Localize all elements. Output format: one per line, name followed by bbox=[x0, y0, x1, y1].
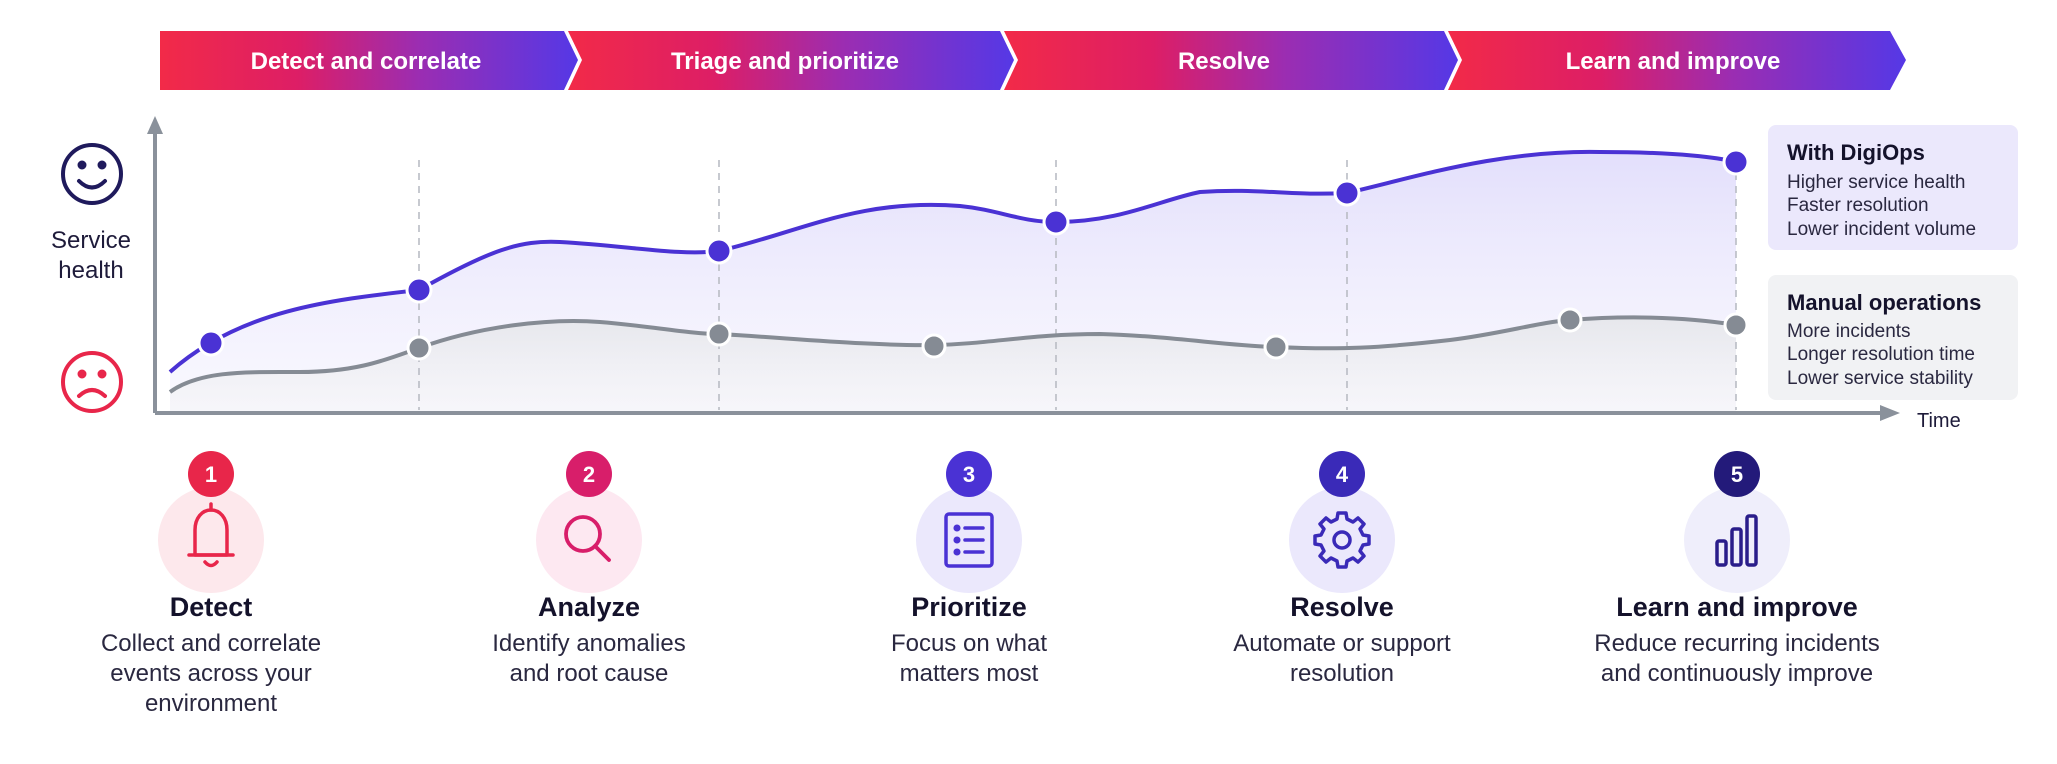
step-title-4: Resolve bbox=[1290, 592, 1394, 622]
with-point-3 bbox=[705, 237, 733, 265]
manual-point-2 bbox=[706, 321, 732, 347]
step-number-3: 3 bbox=[963, 462, 975, 487]
with-digiops-line bbox=[168, 149, 1737, 374]
step-title-2: Analyze bbox=[538, 592, 640, 622]
with-point-1 bbox=[197, 329, 225, 357]
chart-axes bbox=[147, 116, 1900, 421]
bar-chart-icon bbox=[1715, 514, 1758, 567]
with-point-6 bbox=[1722, 148, 1750, 176]
phase-label-3: Resolve bbox=[1178, 48, 1270, 75]
step-number-4: 4 bbox=[1336, 462, 1349, 487]
legend-with-item-3: Lower incident volume bbox=[1787, 219, 1976, 240]
phase-detect-correlate bbox=[160, 31, 578, 90]
step-badge-4 bbox=[1319, 451, 1365, 497]
step-resolve: 4 Resolve Automate or support resolution bbox=[1233, 451, 1451, 687]
step-desc-4-line1: Automate or support bbox=[1233, 630, 1451, 657]
manual-point-3 bbox=[921, 333, 947, 359]
step-badge-5 bbox=[1714, 451, 1760, 497]
step-desc-1-line2: events across your bbox=[110, 660, 311, 687]
manual-ops-points bbox=[406, 307, 1749, 361]
step-badge-2 bbox=[566, 451, 612, 497]
step-desc-3-line1: Focus on what bbox=[891, 630, 1047, 657]
bell-icon bbox=[187, 502, 235, 568]
legend-with-title: With DigiOps bbox=[1787, 140, 1925, 165]
manual-ops-area bbox=[170, 317, 1736, 412]
phase-label-4: Learn and improve bbox=[1566, 48, 1781, 75]
step-number-5: 5 bbox=[1731, 462, 1743, 487]
step-number-2: 2 bbox=[583, 462, 595, 487]
legend-manual-item-2: Longer resolution time bbox=[1787, 344, 1975, 365]
step-learn-improve: 5 Learn and improve Reduce recurring inc… bbox=[1594, 451, 1880, 687]
checklist-icon bbox=[944, 512, 994, 568]
phase-label-2: Triage and prioritize bbox=[671, 48, 899, 75]
legend-with-item-1: Higher service health bbox=[1787, 172, 1965, 193]
step-number-1: 1 bbox=[205, 462, 217, 487]
legend-manual-item-3: Lower service stability bbox=[1787, 368, 1973, 389]
legend-with-digiops: With DigiOps Higher service health Faste… bbox=[1768, 125, 2018, 250]
step-desc-5-line1: Reduce recurring incidents bbox=[1594, 630, 1879, 657]
x-axis-label: Time bbox=[1917, 410, 1961, 432]
legend-manual-ops: Manual operations More incidents Longer … bbox=[1768, 275, 2018, 400]
step-desc-2-line2: and root cause bbox=[510, 660, 669, 687]
with-point-2 bbox=[405, 276, 433, 304]
manual-point-1 bbox=[406, 335, 432, 361]
y-axis-label-line2: health bbox=[58, 257, 123, 284]
phase-resolve bbox=[1004, 31, 1458, 90]
step-desc-4-line2: resolution bbox=[1290, 660, 1394, 687]
step-desc-1-line1: Collect and correlate bbox=[101, 630, 321, 657]
y-axis-label-line1: Service bbox=[51, 227, 131, 254]
step-title-5: Learn and improve bbox=[1616, 592, 1858, 622]
with-digiops-points bbox=[197, 148, 1750, 357]
legend-manual-title: Manual operations bbox=[1787, 290, 1981, 315]
step-desc-5-line2: and continuously improve bbox=[1601, 660, 1873, 687]
step-badge-3 bbox=[946, 451, 992, 497]
step-badge-1 bbox=[188, 451, 234, 497]
gear-icon bbox=[1313, 511, 1371, 569]
manual-point-5 bbox=[1557, 307, 1583, 333]
with-point-4 bbox=[1042, 208, 1070, 236]
phase-triage-prioritize bbox=[568, 31, 1014, 90]
manual-point-6 bbox=[1723, 312, 1749, 338]
step-prioritize: 3 Prioritize Focus on what matters most bbox=[891, 451, 1047, 687]
manual-point-4 bbox=[1263, 334, 1289, 360]
happy-face-icon bbox=[61, 143, 123, 205]
legend-with-item-2: Faster resolution bbox=[1787, 195, 1929, 216]
step-desc-1-line3: environment bbox=[145, 690, 277, 717]
step-title-1: Detect bbox=[170, 592, 253, 622]
step-analyze: 2 Analyze Identify anomalies and root ca… bbox=[492, 451, 686, 687]
phase-label-1: Detect and correlate bbox=[251, 48, 482, 75]
step-title-3: Prioritize bbox=[911, 592, 1027, 622]
sad-face-icon bbox=[61, 351, 123, 413]
phase-learn-improve bbox=[1448, 31, 1906, 90]
legend-manual-item-1: More incidents bbox=[1787, 321, 1911, 342]
step-detect: 1 Detect Collect and correlate events ac… bbox=[101, 451, 321, 717]
with-point-5 bbox=[1333, 179, 1361, 207]
step-desc-2-line1: Identify anomalies bbox=[492, 630, 685, 657]
phase-banner: Detect and correlate Triage and prioriti… bbox=[160, 31, 1906, 90]
step-desc-3-line2: matters most bbox=[900, 660, 1039, 687]
magnifier-icon bbox=[564, 515, 611, 562]
